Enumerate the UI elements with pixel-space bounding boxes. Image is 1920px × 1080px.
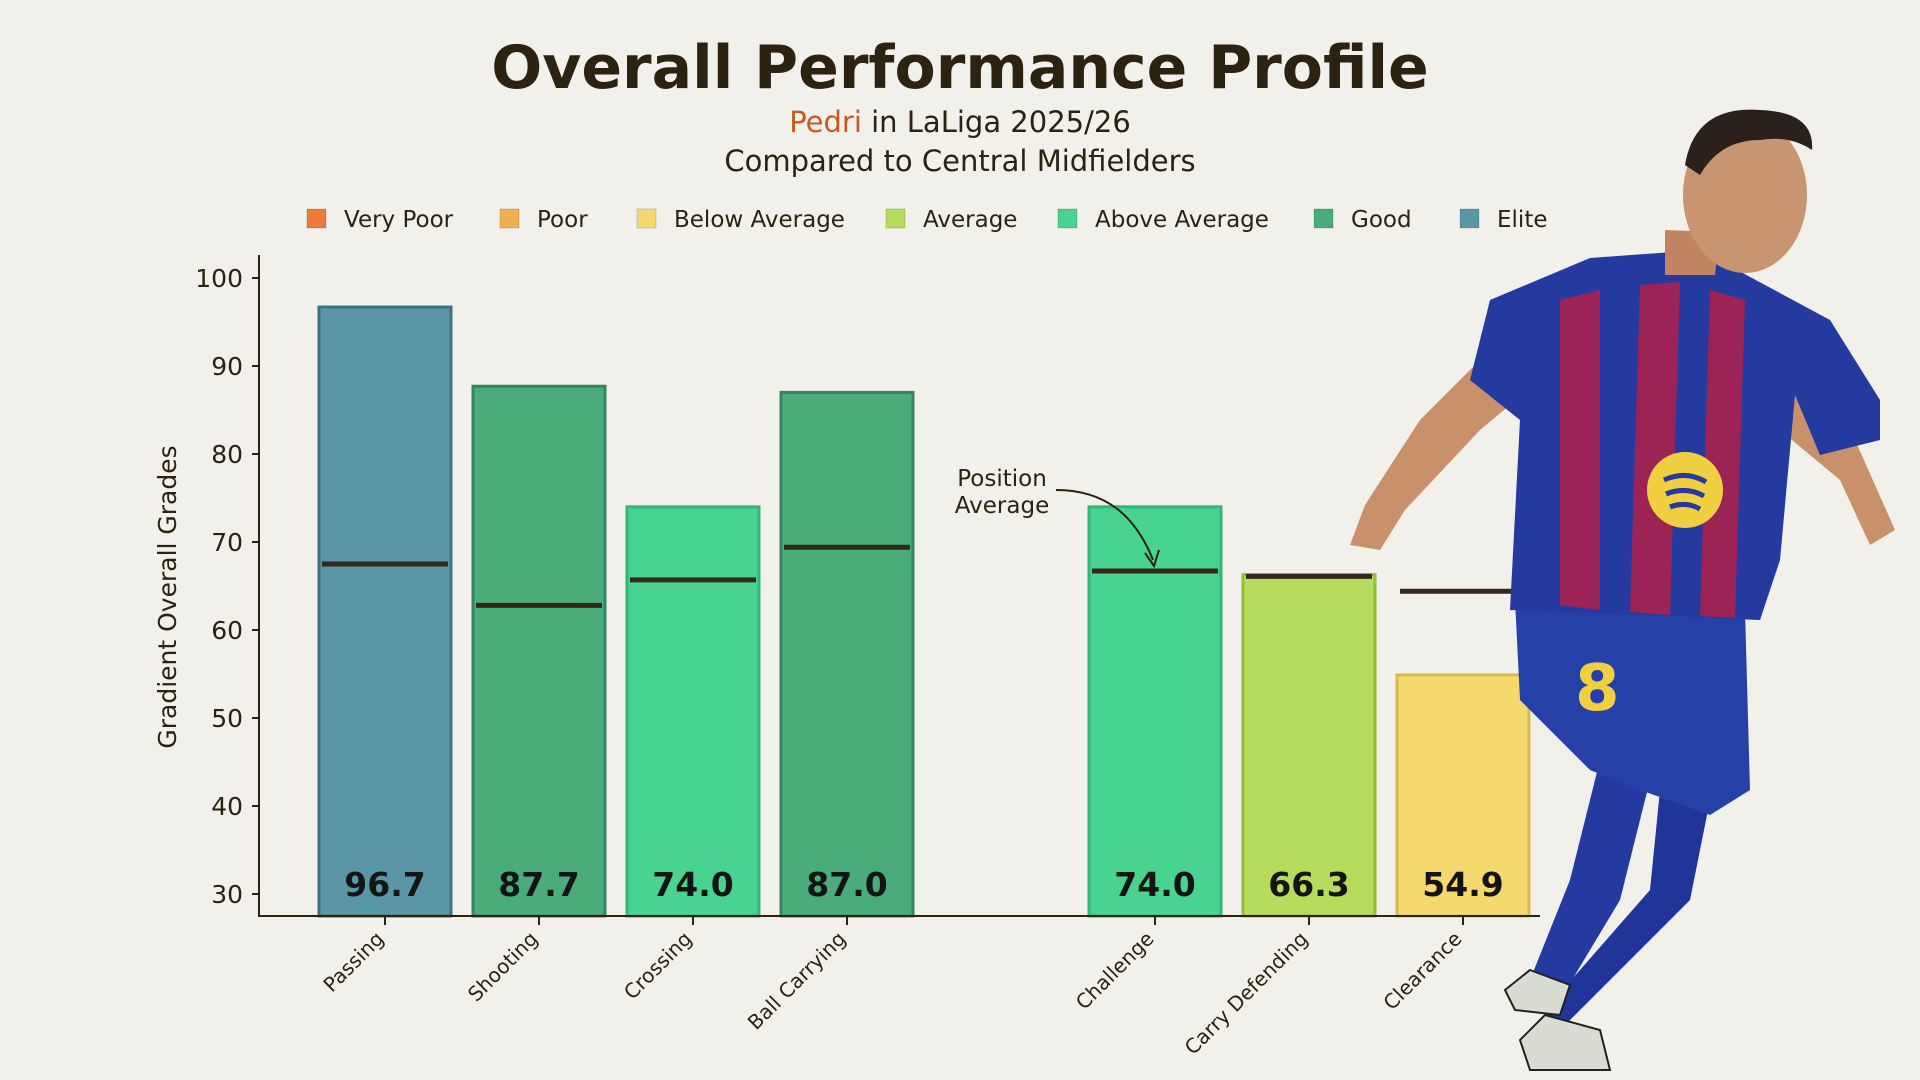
y-tick-label: 90 (211, 352, 243, 381)
legend-swatch (1313, 208, 1334, 229)
legend-label: Average (923, 207, 1017, 233)
bar-passing (317, 305, 453, 918)
y-tick-label: 60 (211, 616, 243, 645)
legend-label: Above Average (1095, 207, 1269, 233)
value-label: 74.0 (1114, 865, 1195, 904)
player-photo: 8 (1350, 109, 1895, 1071)
legend-swatch (636, 208, 657, 229)
legend-swatch (885, 208, 906, 229)
y-tick-label: 80 (211, 440, 243, 469)
bar-shooting (471, 384, 607, 918)
y-tick-label: 70 (211, 528, 243, 557)
legend: Very Poor Poor Below Average Average Above A… (306, 207, 1547, 233)
category-label: Clearance (1378, 927, 1466, 1015)
category-label: Shooting (463, 927, 543, 1007)
bar-crossing (625, 505, 761, 918)
category-label: Carry Defending (1180, 927, 1313, 1060)
legend-item: Above Average (1057, 207, 1269, 233)
legend-item: Poor (499, 207, 588, 233)
y-tick-label: 30 (211, 880, 243, 909)
bars (317, 305, 1531, 918)
legend-swatch (306, 208, 327, 229)
value-label: 87.7 (498, 865, 579, 904)
annotation-arrowhead (1144, 549, 1160, 569)
category-labels: Passing Shooting Crossing Ball Carrying Chal… (318, 916, 1467, 1060)
legend-item: Very Poor (306, 207, 454, 233)
chart-title: Overall Performance Profile (491, 33, 1428, 103)
legend-label: Poor (537, 207, 588, 233)
annotation-position-text: Position (957, 466, 1047, 492)
legend-label: Elite (1497, 207, 1547, 233)
value-labels: 96.7 87.7 74.0 87.0 74.0 66.3 54.9 (344, 865, 1503, 904)
value-label: 66.3 (1268, 865, 1349, 904)
legend-swatch (1057, 208, 1078, 229)
category-label: Crossing (619, 927, 697, 1005)
bar-challenge (1087, 505, 1223, 918)
legend-swatch (499, 208, 520, 229)
player-name: Pedri (789, 105, 862, 139)
value-label: 87.0 (806, 865, 887, 904)
legend-label: Below Average (674, 207, 845, 233)
legend-item: Average (885, 207, 1017, 233)
bar-ball-carrying (779, 390, 915, 918)
legend-swatch (1459, 208, 1480, 229)
bar-carry-defending (1241, 573, 1377, 918)
legend-label: Good (1351, 207, 1412, 233)
chart-subtitle-comparison: Compared to Central Midfielders (724, 144, 1195, 178)
category-label: Passing (318, 927, 388, 997)
subtitle-competition: in LaLiga 2025/26 (862, 105, 1131, 139)
y-tick-label: 100 (195, 264, 243, 293)
annotation-average-text: Average (955, 493, 1049, 519)
legend-item: Elite (1459, 207, 1547, 233)
y-tick-label: 50 (211, 704, 243, 733)
value-label: 74.0 (652, 865, 733, 904)
annotation-arrow (1055, 489, 1154, 561)
category-label: Ball Carrying (743, 927, 851, 1035)
position-average-lines (322, 544, 1526, 608)
y-tick-label: 40 (211, 792, 243, 821)
y-axis-title: Gradient Overall Grades (153, 445, 182, 748)
chart-subtitle: Pedri in LaLiga 2025/26 (789, 105, 1131, 139)
y-axis-ticks: 30 40 50 60 70 80 90 100 (195, 264, 259, 909)
category-label: Challenge (1071, 927, 1159, 1015)
svg-text:8: 8 (1575, 652, 1620, 726)
legend-item: Below Average (636, 207, 845, 233)
value-label: 96.7 (344, 865, 425, 904)
value-label: 54.9 (1422, 865, 1503, 904)
legend-item: Good (1313, 207, 1412, 233)
legend-label: Very Poor (344, 207, 454, 233)
